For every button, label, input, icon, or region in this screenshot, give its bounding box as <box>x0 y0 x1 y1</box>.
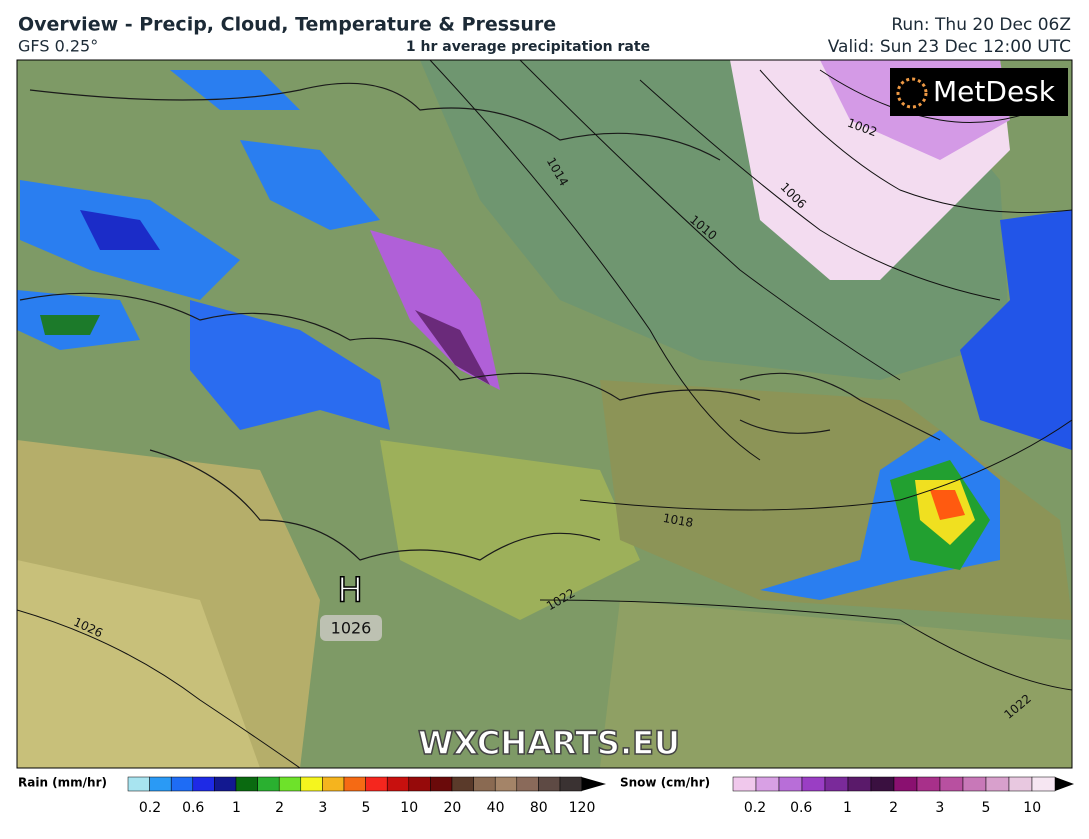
rain-tick: 80 <box>530 800 548 816</box>
snow-tick: 3 <box>935 800 944 816</box>
run-time: Run: Thu 20 Dec 06Z <box>891 15 1071 35</box>
rain-tick: 0.2 <box>139 800 161 816</box>
rain-title: Rain (mm/hr) <box>18 776 107 790</box>
rain-swatch <box>235 776 258 792</box>
snow-swatch <box>939 776 964 792</box>
valid-time: Valid: Sun 23 Dec 12:00 UTC <box>828 37 1071 57</box>
rain-tick: 2 <box>275 800 284 816</box>
snow-swatch <box>1031 776 1056 792</box>
snow-swatch <box>732 776 757 792</box>
rain-swatch <box>300 776 323 792</box>
snow-title: Snow (cm/hr) <box>620 776 710 790</box>
rain-tick: 3 <box>318 800 327 816</box>
snow-swatch <box>1008 776 1033 792</box>
rain-swatch <box>278 776 302 792</box>
rain-swatch <box>430 776 453 792</box>
rain-swatch <box>192 776 215 792</box>
snow-swatch <box>755 776 780 792</box>
rain-arrow <box>581 777 606 791</box>
logo-box <box>890 68 1068 116</box>
snow-swatch <box>778 776 803 792</box>
rain-tick: 20 <box>443 800 461 816</box>
model: GFS 0.25° <box>18 37 98 56</box>
snow-tick: 1 <box>843 800 852 816</box>
rain-tick: 10 <box>400 800 418 816</box>
high-label: H <box>337 571 363 611</box>
snow-tick: 5 <box>982 800 991 816</box>
rain-swatch <box>408 776 431 792</box>
snow-swatch <box>962 776 987 792</box>
rain-swatch <box>343 776 366 792</box>
rain-tick: 0.6 <box>182 800 204 816</box>
snow-arrow <box>1055 777 1074 791</box>
snow-swatch <box>847 776 872 792</box>
legend: 0.2 0.6 1 2 3 5 10 20 40 80 120 0.2 0.6 1 2 3 5 10 <box>127 776 1074 816</box>
rain-swatch <box>386 776 410 792</box>
rain-swatch <box>322 776 345 792</box>
rain-swatch <box>170 776 194 792</box>
rain-swatch <box>538 776 561 792</box>
title: Overview - Precip, Cloud, Temperature & … <box>18 14 556 36</box>
rain-swatch <box>365 776 388 792</box>
snow-swatch <box>801 776 826 792</box>
rain-swatch <box>257 776 280 792</box>
rain-swatch <box>451 776 474 792</box>
isobar-label: 1018 <box>662 511 695 530</box>
rain-swatch <box>559 776 582 792</box>
snow-swatch <box>870 776 895 792</box>
rain-tick: 5 <box>362 800 371 816</box>
rain-swatch <box>127 776 150 792</box>
product: 1 hr average precipitation rate <box>406 39 650 55</box>
snow-tick: 10 <box>1023 800 1041 816</box>
rain-tick: 1 <box>232 800 241 816</box>
snow-tick: 0.6 <box>790 800 812 816</box>
snow-swatch <box>824 776 849 792</box>
snow-tick: 0.2 <box>744 800 766 816</box>
high-pressure: 1026 <box>331 619 372 638</box>
rain-swatch <box>473 776 496 792</box>
rain-swatch <box>214 776 237 792</box>
snow-tick: 2 <box>889 800 898 816</box>
rain-swatch <box>494 776 518 792</box>
logo: MetDesk <box>933 75 1056 108</box>
map: MetDesk <box>17 60 1072 768</box>
snow-swatch <box>916 776 941 792</box>
rain-swatch <box>149 776 172 792</box>
snow-swatch <box>985 776 1010 792</box>
rain-tick: 120 <box>569 800 596 816</box>
watermark: WXCHARTS.EU <box>418 724 680 762</box>
rain-swatch <box>516 776 539 792</box>
snow-swatch <box>893 776 918 792</box>
rain-tick: 40 <box>487 800 505 816</box>
